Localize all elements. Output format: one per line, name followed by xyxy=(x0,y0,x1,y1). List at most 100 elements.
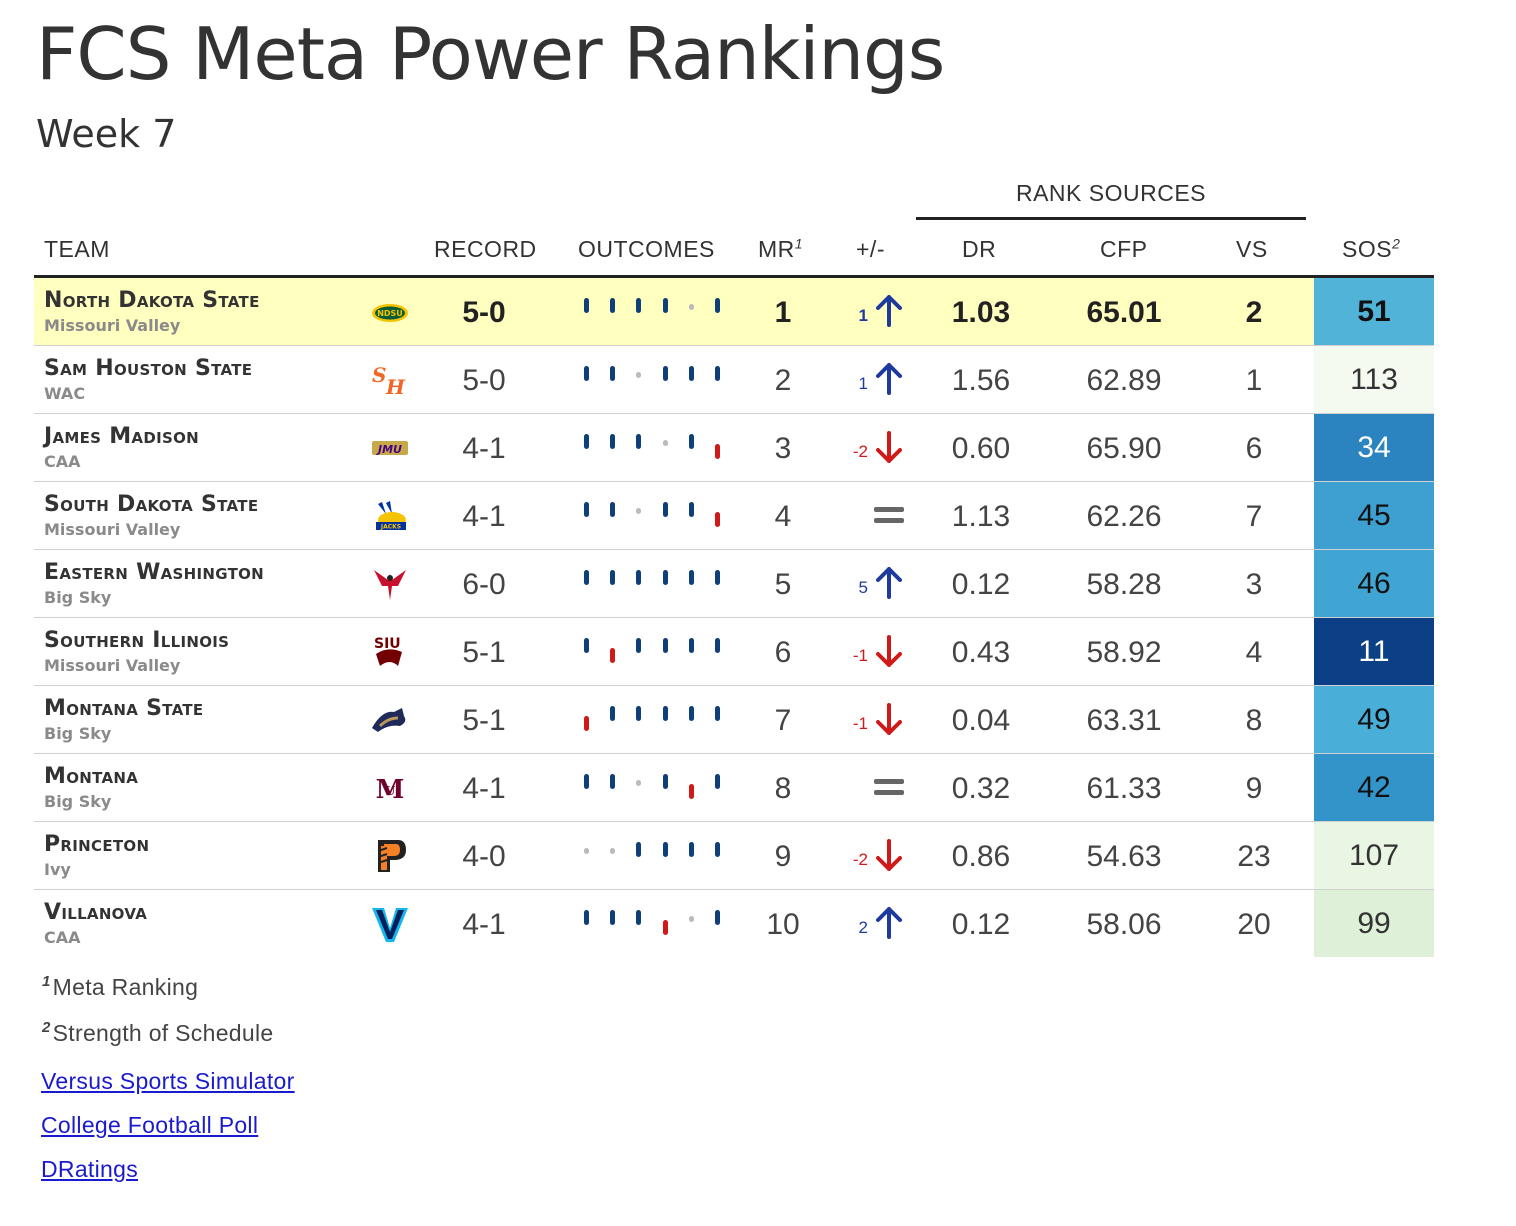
outcome-mark-none xyxy=(688,304,694,310)
link-college-football-poll[interactable]: College Football Poll xyxy=(41,1112,259,1138)
rank-change-value: -2 xyxy=(852,850,868,869)
meta-rank: 5 xyxy=(774,568,792,601)
column-header-record[interactable]: RECORD xyxy=(434,236,537,262)
outcome-mark-none xyxy=(688,916,694,922)
svg-text:SIU: SIU xyxy=(374,636,401,652)
outcome-mark-win xyxy=(584,910,589,925)
cfp-rating: 63.31 xyxy=(1086,704,1162,737)
table-row: Montana State Big Sky 5-1 7 -1 0.04 63.31 8 49 xyxy=(34,686,1434,754)
team-name[interactable]: Southern Illinois xyxy=(44,628,230,653)
outcome-mark-win xyxy=(662,570,668,585)
team-name[interactable]: Villanova xyxy=(44,900,148,925)
outcome-mark-win xyxy=(688,434,694,449)
strength-of-schedule: 42 xyxy=(1314,754,1434,821)
team-name[interactable]: Montana State xyxy=(44,696,204,721)
outcome-mark-win xyxy=(636,434,642,449)
meta-rank: 2 xyxy=(774,364,792,397)
sos-footnote-marker: 2 xyxy=(1392,235,1401,252)
column-header-team[interactable]: TEAM xyxy=(44,236,110,262)
outcome-mark-win xyxy=(610,910,616,925)
outcome-mark-none xyxy=(610,848,616,854)
link-versus-sports-simulator[interactable]: Versus Sports Simulator xyxy=(41,1068,295,1094)
team-name[interactable]: South Dakota State xyxy=(44,492,259,517)
outcome-mark-win xyxy=(715,570,720,585)
column-header-outcomes[interactable]: OUTCOMES xyxy=(578,236,715,262)
svg-text:M: M xyxy=(376,775,405,805)
rank-change: 1 xyxy=(824,362,904,398)
meta-rank: 1 xyxy=(774,296,792,329)
team-name[interactable]: Sam Houston State xyxy=(44,356,253,381)
rankings-table-body: North Dakota State Missouri Valley NDSU 5-0… xyxy=(34,278,1434,957)
outcome-mark-win xyxy=(688,638,694,653)
outcome-mark-win xyxy=(688,366,694,381)
outcome-mark-loss xyxy=(715,444,720,459)
meta-rank: 10 xyxy=(766,908,800,941)
table-row: Villanova CAA 4-1 10 2 0.12 58.06 20 99 xyxy=(34,890,1434,957)
team-record: 5-1 xyxy=(462,704,506,737)
footnote-strength-of-schedule: 2Strength of Schedule xyxy=(42,1019,274,1046)
svg-text:H: H xyxy=(385,375,406,399)
strength-of-schedule: 99 xyxy=(1314,890,1434,957)
jmu-logo: JMU xyxy=(368,428,412,468)
team-name[interactable]: Eastern Washington xyxy=(44,560,265,585)
team-name[interactable]: Princeton xyxy=(44,832,150,857)
rank-change: -2 xyxy=(824,838,904,874)
rank-change-value: 1 xyxy=(858,306,868,325)
rank-sources-group-header: RANK SOURCES xyxy=(916,180,1306,220)
ndsu-bison-logo: NDSU xyxy=(368,292,412,332)
outcome-mark-none xyxy=(636,372,642,378)
vs-rank: 7 xyxy=(1245,500,1263,533)
outcome-mark-win xyxy=(610,774,616,789)
outcome-mark-loss xyxy=(688,784,694,799)
vs-rank: 9 xyxy=(1245,772,1263,805)
meta-rank: 8 xyxy=(774,772,792,805)
dr-rating: 0.43 xyxy=(951,636,1011,669)
strength-of-schedule: 113 xyxy=(1314,346,1434,413)
column-header-change[interactable]: +/- xyxy=(856,236,885,262)
outcome-mark-win xyxy=(610,706,616,721)
rank-change xyxy=(824,498,904,534)
outcome-mark-win xyxy=(715,842,720,857)
rank-change-value: 1 xyxy=(858,374,868,393)
outcome-mark-loss xyxy=(662,920,668,935)
team-record: 4-1 xyxy=(462,772,506,805)
dr-rating: 1.56 xyxy=(951,364,1011,397)
rank-change xyxy=(824,770,904,806)
outcome-mark-win xyxy=(688,502,694,517)
column-header-vs[interactable]: VS xyxy=(1236,236,1268,262)
vs-rank: 1 xyxy=(1245,364,1263,397)
team-outcomes xyxy=(584,432,726,462)
vs-rank: 4 xyxy=(1245,636,1263,669)
team-outcomes xyxy=(584,772,726,802)
team-name[interactable]: James Madison xyxy=(44,424,199,449)
rank-change-value: -1 xyxy=(852,646,868,665)
team-conference: Big Sky xyxy=(44,792,112,811)
svg-text:NDSU: NDSU xyxy=(377,309,403,318)
page-subtitle: Week 7 xyxy=(36,112,177,156)
cfp-rating: 58.92 xyxy=(1086,636,1162,669)
outcome-mark-loss xyxy=(584,716,589,731)
link-dratings[interactable]: DRatings xyxy=(41,1156,138,1182)
strength-of-schedule: 107 xyxy=(1314,822,1434,889)
team-name[interactable]: North Dakota State xyxy=(44,288,260,313)
column-header-sos[interactable]: SOS2 xyxy=(1342,235,1401,262)
outcome-mark-win xyxy=(662,638,668,653)
rank-change: -2 xyxy=(824,430,904,466)
rank-change: -1 xyxy=(824,702,904,738)
siu-saluki-logo: SIU xyxy=(368,632,412,672)
rank-change-value: -1 xyxy=(852,714,868,733)
team-outcomes xyxy=(584,636,726,666)
outcome-mark-win xyxy=(715,366,720,381)
column-header-mr[interactable]: MR1 xyxy=(758,235,804,262)
column-header-dr[interactable]: DR xyxy=(962,236,997,262)
cfp-rating: 58.06 xyxy=(1086,908,1162,941)
rank-change-value: 5 xyxy=(858,578,868,597)
team-record: 4-0 xyxy=(462,840,506,873)
rank-change: 5 xyxy=(824,566,904,602)
outcome-mark-win xyxy=(662,502,668,517)
column-header-cfp[interactable]: CFP xyxy=(1100,236,1148,262)
outcome-mark-win xyxy=(584,298,589,313)
team-name[interactable]: Montana xyxy=(44,764,139,789)
strength-of-schedule: 45 xyxy=(1314,482,1434,549)
